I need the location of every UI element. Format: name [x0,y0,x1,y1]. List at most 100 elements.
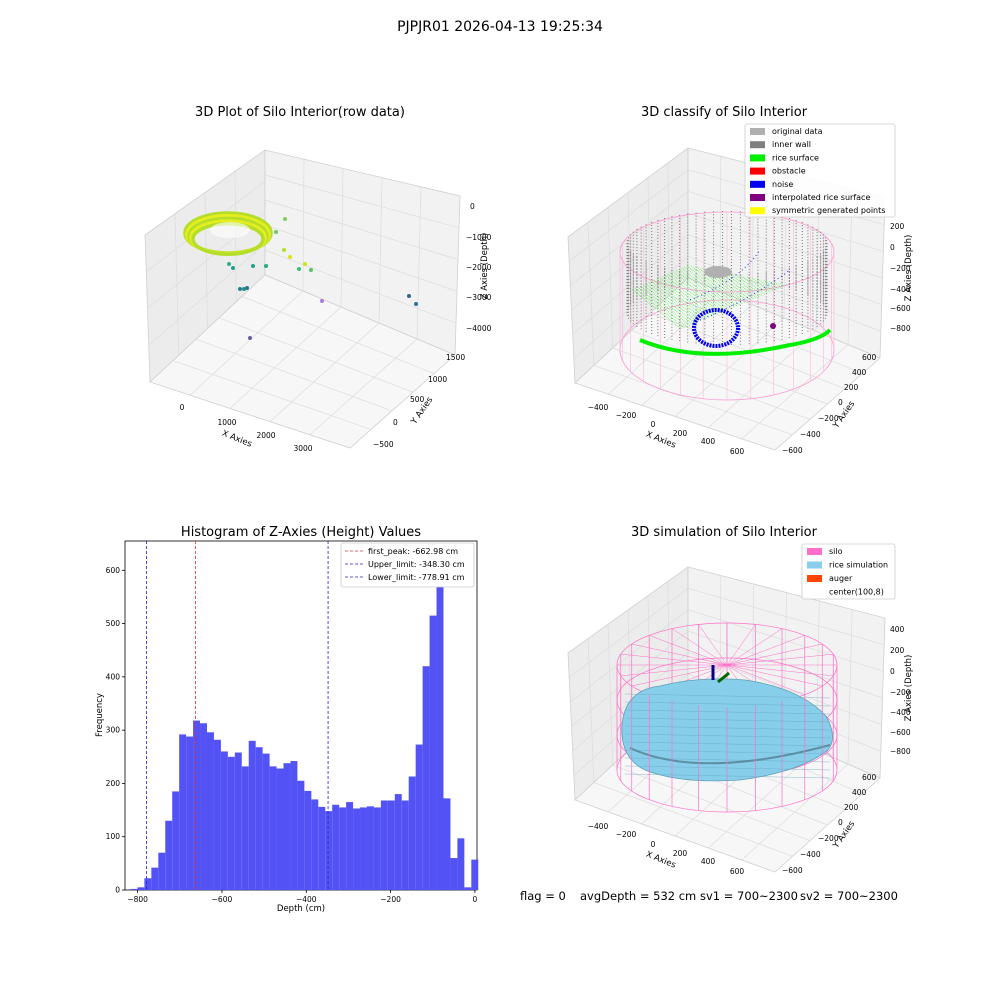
legend-label: center(100,8) [829,588,884,597]
grid-line [195,338,393,412]
tick-label: 600 [862,773,877,782]
surface-mesh-line [624,773,831,779]
tick-label: 0 [651,420,656,429]
legend-label: first_peak: -662.98 cm [368,547,458,556]
data-point [248,336,252,340]
grid-line [416,186,422,340]
tick-label: 400 [701,857,716,866]
data-point [245,286,249,290]
rice-surface-points [673,281,774,324]
legend-label: symmetric generated points [772,206,885,215]
rice-surface-points [637,266,702,295]
rice-surface-points [634,265,696,293]
legend-swatch [807,548,822,555]
hist-bar [339,807,347,890]
legend-swatch [750,154,765,162]
tick-label: 600 [730,867,745,876]
footer-sv2: sv2 = 700~2300 [800,889,898,903]
interpolated-point [770,323,776,329]
hist-bar [471,859,479,890]
tick-label: 200 [890,646,905,655]
tick-label: −200 [818,834,839,843]
rice-surface-points [651,272,729,306]
panel1-x-ticks: 0 1000 2000 3000 [180,403,313,453]
tick-label: −400 [588,822,609,831]
footer-sv1: sv1 = 700~2300 [700,889,798,903]
data-point [309,268,313,272]
x-tick-label: 0 [473,895,478,904]
data-point [283,217,287,221]
hist-bar [366,806,374,890]
panel1-y-ticks: −500 0 500 1000 1500 [373,353,465,449]
hist-bar [325,811,333,890]
grid-line [264,224,458,292]
hist-bar [158,852,166,890]
tick-label: 0 [651,840,656,849]
data-point [414,302,418,306]
hist-bar [464,887,472,890]
rice-surface-points [641,268,710,299]
panel2-legend: original data inner wall rice surface obsta… [744,123,896,218]
x-tick-label: −200 [380,895,401,904]
rice-surface-points [640,268,707,297]
panel1-xlabel: X Axies [220,429,253,450]
figure-suptitle: PJPJR01 2026-04-13 19:25:34 [397,19,603,35]
hist-bar [186,736,194,890]
hist-bar [360,807,367,890]
legend-swatch [750,128,765,135]
tick-label: −600 [782,866,803,875]
panel1-points [183,211,418,340]
hist-bar [373,807,381,890]
x-tick-label: −400 [296,895,317,904]
rice-surface-points [658,275,743,312]
tick-label: 0 [470,202,475,211]
panel-simulation-3d: 3D simulation of Silo Interior −400 −200… [567,525,914,876]
tick-label: 3000 [293,444,312,453]
legend-swatch [750,167,765,175]
rice-surface-points [643,269,713,300]
grid-line [218,317,414,393]
tick-label: −200 [818,414,839,423]
panel4-auger [711,665,730,684]
rice-surface-points [668,279,763,320]
data-point [407,294,411,298]
hist-bar [429,615,437,890]
hist-bar [144,878,152,890]
legend-swatch [750,207,765,215]
tick-label: −500 [373,440,394,449]
grid-line [573,256,689,359]
footer-status: flag = 0 avgDepth = 532 cm sv1 = 700~230… [520,889,898,903]
data-point [231,266,235,270]
hist-bar [130,888,138,890]
tick-label: −400 [588,403,609,412]
silo-spoke [726,628,783,666]
noise-cluster [692,308,740,348]
hist-bar [457,838,465,890]
y-tick-label: 300 [106,726,121,735]
tick-label: −400 [800,430,821,439]
tick-label: 200 [844,803,859,812]
tick-label: 200 [673,849,688,858]
tick-label: −800 [890,747,911,756]
surface-mesh-line [624,717,831,723]
panel2-x-ticks: −400 −200 0 200 400 600 [588,403,745,456]
tick-label: 400 [852,368,867,377]
panel1-zlabel: Z Axies (Depth) [480,233,490,300]
rice-surface-points [674,281,777,325]
tick-label: 2000 [256,431,275,440]
tick-label: 400 [701,437,716,446]
hist-bar [290,761,298,890]
legend-swatch [807,575,822,582]
hist-bar [408,776,416,890]
legend-label: auger [829,574,853,583]
hist-bar [179,734,187,890]
grid-line [264,249,457,324]
footer-flag: flag = 0 [520,889,566,903]
hist-y-ticks: 0 100 200 300 400 500 600 [106,566,125,895]
hist-bar [450,858,458,890]
tick-label: 600 [862,353,877,362]
legend-label: Upper_limit: -348.30 cm [368,560,465,569]
rice-surface-points [662,276,752,315]
surface-mesh-line [624,693,831,699]
silo-spoke [698,624,728,666]
